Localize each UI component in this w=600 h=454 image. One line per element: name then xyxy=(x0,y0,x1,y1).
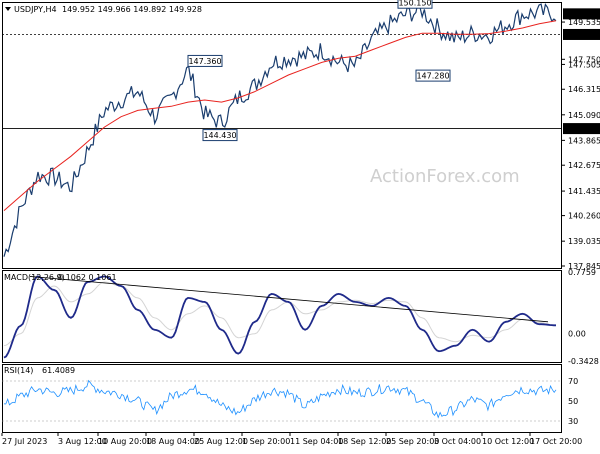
annotation-label: 144.430 xyxy=(203,131,236,140)
x-tick-label: 17 Oct 20:00 xyxy=(530,437,582,446)
level-label-0-text: 148.940 xyxy=(568,30,600,39)
price-tick-label: 143.865 xyxy=(568,136,600,145)
price-tick-label: 137.845 xyxy=(568,262,600,271)
x-tick-label: 18 Aug 04:00 xyxy=(146,437,200,446)
rsi-value: 61.4089 xyxy=(42,366,75,375)
macd-trendline xyxy=(29,276,549,323)
x-tick-label: 25 Aug 12:00 xyxy=(194,437,248,446)
ohlc-values: 149.952 149.966 149.892 149.928 xyxy=(62,5,202,14)
level-label-0: 148.940 xyxy=(563,28,600,40)
last-price-label: 149.928 xyxy=(563,8,600,20)
rsi-tick-label: 30 xyxy=(568,417,578,426)
last-price-label-bg xyxy=(563,8,600,20)
annotation-3: 147.280 xyxy=(415,69,451,82)
price-tick-label: 140.260 xyxy=(568,212,600,221)
watermark: ActionForex.com xyxy=(370,166,520,187)
last-price-label-text: 149.928 xyxy=(568,10,600,19)
rsi-series xyxy=(3,379,557,419)
rsi-title: RSI(14) 61.4089 xyxy=(4,366,75,375)
rsi-pane xyxy=(2,364,562,433)
annotation-0: 150.150 xyxy=(397,0,433,9)
x-tick-label: 11 Sep 04:00 xyxy=(290,437,343,446)
level-label-0-bg xyxy=(563,28,600,40)
rsi-tick-label: 50 xyxy=(568,397,578,406)
x-tick-label: 10 Oct 12:00 xyxy=(482,437,534,446)
symbol-timeframe: USDJPY,H4 xyxy=(14,5,57,14)
rsi-label: RSI(14) xyxy=(4,366,33,375)
price-layer: 150.150 147.360 144.430 147.280 xyxy=(2,0,562,257)
annotation-box xyxy=(202,129,238,142)
macd-tick-label: 0.00 xyxy=(568,330,586,339)
x-tick-label: 3 Oct 04:00 xyxy=(434,437,481,446)
x-tick-label: 10 Aug 20:00 xyxy=(98,437,152,446)
annotation-label: 150.150 xyxy=(398,0,431,8)
macd-tick-label: -0.3428 xyxy=(568,357,599,366)
annotation-2: 144.430 xyxy=(202,129,238,142)
collapse-triangle-icon xyxy=(5,7,11,11)
price-tick-label: 146.315 xyxy=(568,85,600,94)
annotation-box xyxy=(397,0,433,9)
annotation-1: 147.360 xyxy=(187,54,223,67)
rsi-layer xyxy=(2,379,562,422)
price-tick-label: 141.435 xyxy=(568,187,600,196)
macd-label: MACD(12,26,9) xyxy=(4,273,65,282)
price-tick-label: 147.750 xyxy=(568,55,600,64)
price-tick-label: 147.505 xyxy=(568,60,600,69)
x-tick-label: 25 Sep 20:00 xyxy=(386,437,439,446)
x-tick-label: 18 Sep 12:00 xyxy=(338,437,391,446)
price-title: USDJPY,H4 149.952 149.966 149.892 149.92… xyxy=(5,5,202,14)
macd-layer xyxy=(3,275,557,359)
x-tick-label: 27 Jul 2023 xyxy=(2,437,47,446)
annotation-box xyxy=(415,69,451,82)
level-label-1-bg xyxy=(563,123,600,135)
annotation-label: 147.360 xyxy=(188,57,221,66)
rsi-tick-label: 70 xyxy=(568,377,578,386)
price-tick-label: 149.535 xyxy=(568,18,600,27)
price-series xyxy=(3,0,557,257)
right-axis xyxy=(562,0,600,434)
moving-average xyxy=(3,20,557,211)
x-tick-label: 3 Aug 12:00 xyxy=(58,437,107,446)
macd-series-signal xyxy=(3,281,557,347)
x-tick-label: 1 Sep 20:00 xyxy=(242,437,290,446)
price-tick-label: 142.675 xyxy=(568,161,600,170)
price-tick-label: 145.090 xyxy=(568,111,600,120)
annotation-label: 147.280 xyxy=(416,72,449,81)
macd-values: 0.1062 0.1061 xyxy=(58,273,117,282)
macd-title: MACD(12,26,9) 0.1062 0.1061 xyxy=(4,273,117,282)
macd-pane xyxy=(2,270,562,363)
macd-series-macd xyxy=(3,275,556,359)
macd-tick-label: 0.7759 xyxy=(568,268,596,277)
annotation-box xyxy=(187,54,223,67)
price-pane xyxy=(2,2,562,269)
level-label-1-text: 144.430 xyxy=(568,125,600,134)
price-tick-label: 139.035 xyxy=(568,237,600,246)
level-label-1: 144.430 xyxy=(563,123,600,135)
